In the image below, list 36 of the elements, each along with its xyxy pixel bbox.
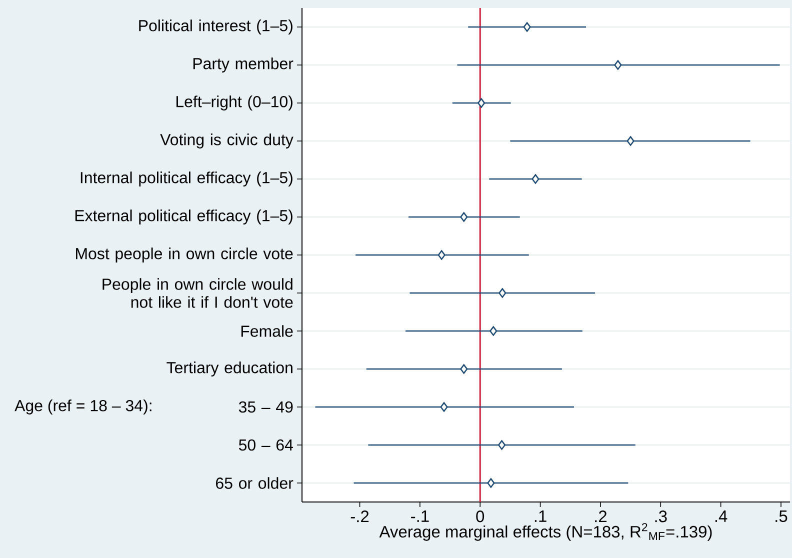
x-tick-label: -.1 [411,510,429,522]
y-tick-label: Voting is civic duty [160,134,294,148]
y-tick-label: External political efficacy (1–5) [75,210,292,224]
point [614,60,622,70]
point [460,212,468,222]
y-tick-label: 35 – 49 [238,401,293,413]
x-tick-label: -.2 [350,510,369,522]
y-tick-label: Party member [193,58,294,72]
x-tick-label: .3 [655,510,667,522]
y-tick-label: 65 or older [216,477,294,489]
point [490,326,498,336]
y-tick-label: Tertiary education [166,362,292,376]
point [440,402,448,412]
point [498,288,506,298]
y-tick-label: Political interest (1–5) [139,20,292,34]
y-tick-label: Most people in own circle vote [76,248,293,262]
y-tick-label: People in own circle would not like it if I don't vote [102,278,293,308]
text: Age (ref = 18 – 34): [14,400,152,414]
x-tick-label: .1 [534,510,546,522]
point [498,440,506,450]
point [460,364,468,374]
point [478,98,486,108]
point [438,250,446,260]
point [523,22,531,32]
point [626,136,634,146]
y-tick-label: 50 – 64 [238,439,293,451]
y-tick-label: Left–right (0–10) [176,96,292,110]
x-axis-title: Average marginal effects (N=183, R$^{2}$$_{MF}$=.139) [379,523,712,541]
point [532,174,540,184]
x-tick-label: .5 [776,510,788,522]
x-tick-label: .2 [595,510,607,522]
y-tick-label: Female [241,325,293,337]
x-tick-label: .4 [715,510,728,522]
point [487,478,495,488]
x-tick-label: 0 [476,510,484,522]
y-tick-label: Internal political efficacy (1–5) [80,172,292,186]
